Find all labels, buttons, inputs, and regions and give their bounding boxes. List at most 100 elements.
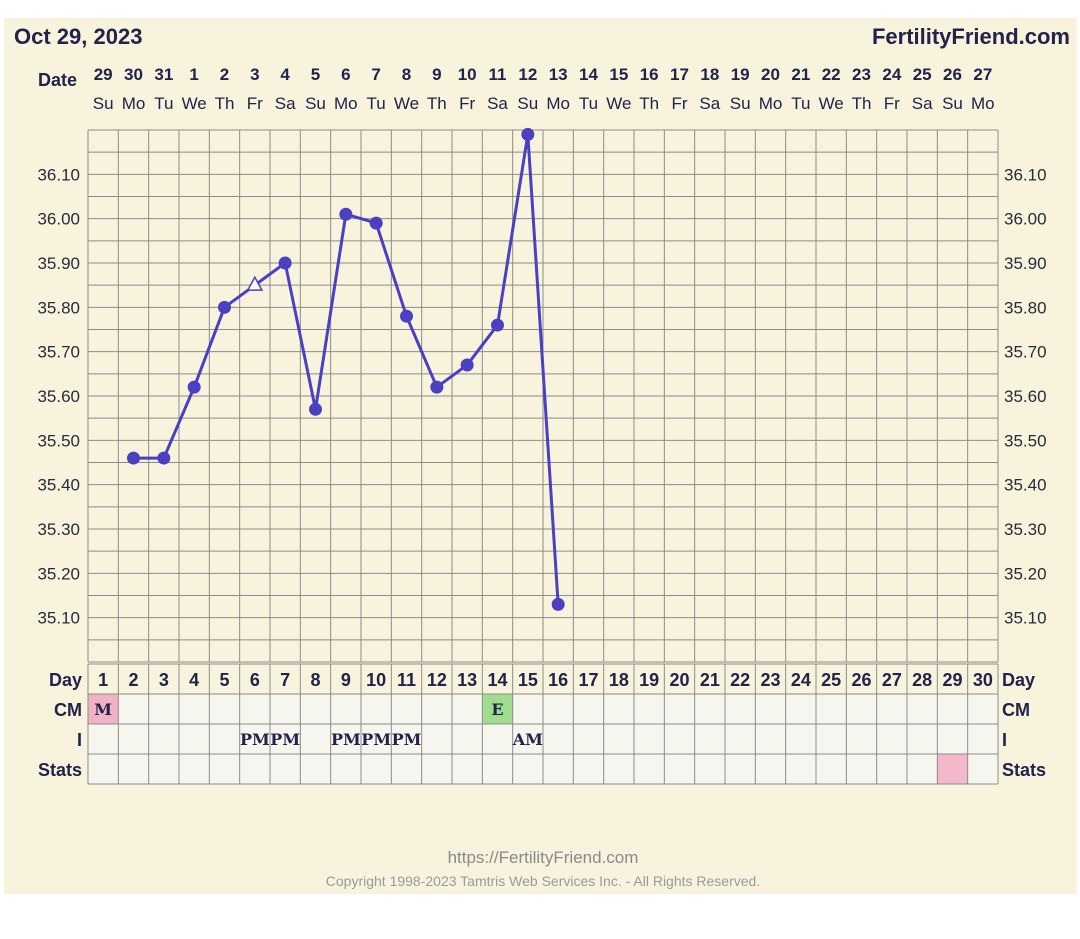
weekday-label: Su <box>942 94 963 113</box>
weekday-label: Su <box>305 94 326 113</box>
y-tick-label-left: 35.40 <box>37 476 80 495</box>
fertility-chart: Oct 29, 2023 FertilityFriend.com Date 29… <box>14 24 1070 889</box>
weekday-label: Tu <box>791 94 810 113</box>
temperature-point <box>218 300 231 314</box>
y-tick-label-left: 35.30 <box>37 520 80 539</box>
weekday-label: Fr <box>671 94 687 113</box>
y-tick-label-right: 35.90 <box>1004 254 1047 273</box>
y-tick-label-right: 35.70 <box>1004 343 1047 362</box>
y-tick-label-left: 35.20 <box>37 564 80 583</box>
date-label: 6 <box>341 65 350 84</box>
cycle-day-number: 22 <box>730 670 750 690</box>
weekday-label: Fr <box>459 94 475 113</box>
temperature-point <box>187 380 201 394</box>
date-label: 20 <box>761 65 780 84</box>
date-row: 29 30 31 1 2 3 4 5 6 7 8 9 10 11 12 13 14 15 16 17 18 19 20 21 2… <box>93 65 995 113</box>
cycle-day-number: 30 <box>973 670 993 690</box>
y-tick-label-right: 35.60 <box>1004 387 1047 406</box>
date-label: 2 <box>220 65 229 84</box>
y-tick-label-left: 35.90 <box>37 254 80 273</box>
temperature-point <box>551 597 565 611</box>
weekday-label: Tu <box>579 94 598 113</box>
cycle-day-number: 23 <box>760 670 780 690</box>
date-label: 30 <box>124 65 143 84</box>
y-tick-label-left: 35.50 <box>37 431 80 450</box>
cycle-day-number: 16 <box>548 670 568 690</box>
row-label-right-day: Day <box>1002 670 1035 690</box>
row-label-left-i: I <box>77 730 82 750</box>
temperature-point <box>339 207 353 221</box>
weekday-label: Th <box>852 94 872 113</box>
temperature-point <box>127 451 140 465</box>
date-label: 13 <box>549 65 568 84</box>
weekday-label: Th <box>427 94 447 113</box>
date-label: 31 <box>154 65 173 84</box>
row-label-right-stats: Stats <box>1002 760 1046 780</box>
weekday-label: Mo <box>122 94 146 113</box>
row-label-right-i: I <box>1002 730 1007 750</box>
date-label: 9 <box>432 65 441 84</box>
weekday-label: Fr <box>884 94 900 113</box>
cycle-day-number: 13 <box>457 670 477 690</box>
i-cell-text: PM <box>392 730 422 749</box>
date-label: 16 <box>640 65 659 84</box>
y-axis-right: 35.10 35.20 35.30 35.40 35.50 35.60 35.70 35.80… <box>1004 165 1047 627</box>
cycle-day-number: 17 <box>578 670 598 690</box>
i-cell-text: PM <box>361 730 391 749</box>
cycle-day-number: 27 <box>882 670 902 690</box>
weekday-label: We <box>606 94 631 113</box>
weekday-label: Su <box>730 94 751 113</box>
weekday-label: Th <box>215 94 235 113</box>
cycle-day-number: 2 <box>128 670 138 690</box>
temperature-point <box>369 216 383 230</box>
weekday-label: Sa <box>487 94 508 113</box>
date-label: 21 <box>791 65 810 84</box>
cycle-day-number: 14 <box>487 670 507 690</box>
row-label-left-stats: Stats <box>38 760 82 780</box>
temperature-point <box>521 127 535 141</box>
temperature-point <box>400 309 413 323</box>
footer-url[interactable]: https://FertilityFriend.com <box>448 848 639 867</box>
date-label: 8 <box>402 65 411 84</box>
date-label: 12 <box>518 65 537 84</box>
y-tick-label-left: 35.70 <box>37 343 80 362</box>
cycle-day-number: 15 <box>518 670 538 690</box>
temperature-point <box>430 380 444 394</box>
date-label: 19 <box>731 65 750 84</box>
date-label: 3 <box>250 65 259 84</box>
chart-date-title: Oct 29, 2023 <box>14 24 142 49</box>
cycle-day-number: 3 <box>159 670 169 690</box>
weekday-label: We <box>819 94 844 113</box>
temperature-point <box>157 451 171 465</box>
plot-grid <box>87 129 999 663</box>
weekday-label: Sa <box>912 94 933 113</box>
y-tick-label-right: 35.20 <box>1004 564 1047 583</box>
date-label: 5 <box>311 65 320 84</box>
date-label: 14 <box>579 65 598 84</box>
date-label: 23 <box>852 65 871 84</box>
date-label: 22 <box>822 65 841 84</box>
row-label-left-cm: CM <box>54 700 82 720</box>
weekday-label: Mo <box>334 94 358 113</box>
cycle-day-number: 12 <box>427 670 447 690</box>
cycle-day-number: 24 <box>791 670 811 690</box>
cycle-day-number: 25 <box>821 670 841 690</box>
row-label-right-cm: CM <box>1002 700 1030 720</box>
y-tick-label-left: 36.00 <box>37 210 80 229</box>
temperature-point-open <box>246 275 264 291</box>
y-tick-label-right: 35.30 <box>1004 520 1047 539</box>
y-tick-label-left: 35.80 <box>37 298 80 317</box>
weekday-label: Tu <box>154 94 173 113</box>
y-tick-label-left: 35.60 <box>37 387 80 406</box>
date-label: 1 <box>189 65 198 84</box>
weekday-label: Fr <box>247 94 263 113</box>
cycle-day-number: 19 <box>639 670 659 690</box>
weekday-label: Mo <box>546 94 570 113</box>
weekday-label: Mo <box>759 94 783 113</box>
cycle-day-number: 6 <box>250 670 260 690</box>
weekday-label: Sa <box>275 94 296 113</box>
cycle-day-number: 20 <box>669 670 689 690</box>
cycle-day-number: 8 <box>310 670 320 690</box>
cm-cell-fill <box>88 694 119 724</box>
date-label: 17 <box>670 65 689 84</box>
